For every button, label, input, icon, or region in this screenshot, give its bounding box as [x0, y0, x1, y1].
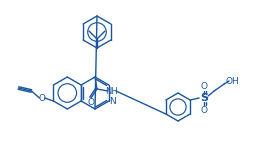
Text: OH: OH: [225, 76, 239, 85]
Text: S: S: [200, 93, 208, 103]
Text: O: O: [201, 81, 208, 91]
Text: O: O: [201, 105, 208, 115]
Text: N: N: [110, 96, 116, 105]
Text: NH: NH: [106, 87, 118, 96]
Text: O: O: [39, 93, 46, 103]
Text: O: O: [88, 97, 94, 107]
